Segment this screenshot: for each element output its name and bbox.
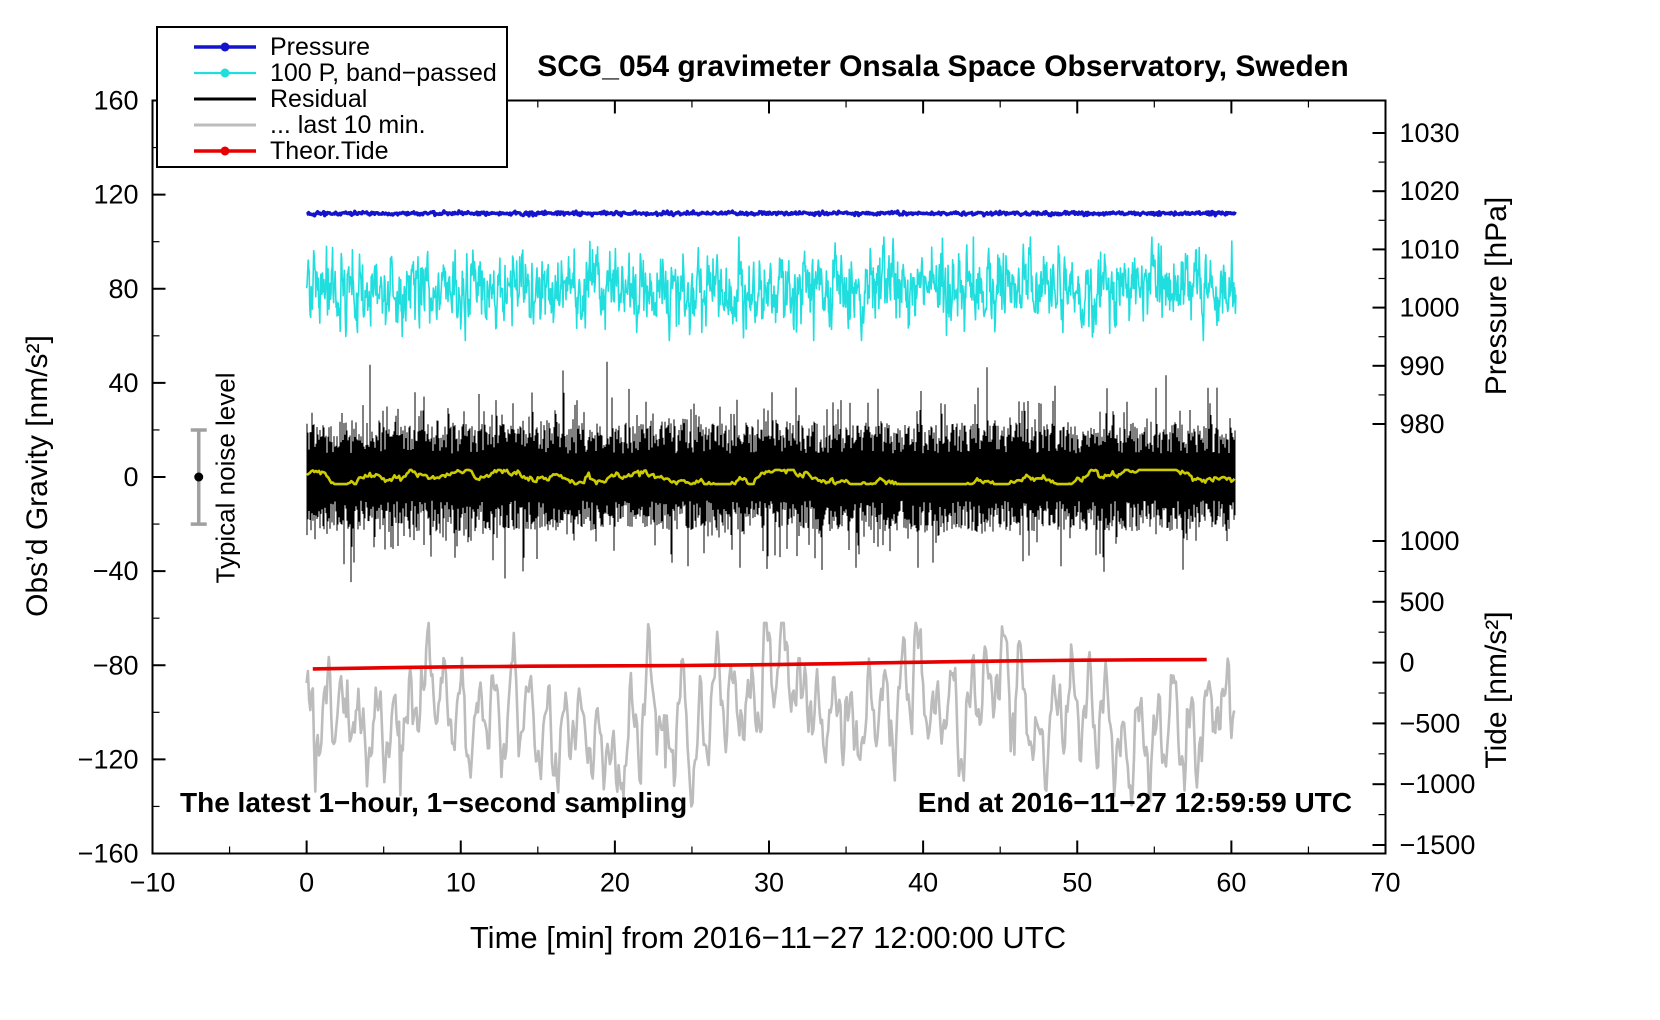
tick-label: −10 [130,868,176,898]
series-theor-tide [312,657,1207,671]
tick-label: 1000 [1400,293,1460,323]
legend-item-label: ... last 10 min. [270,110,426,139]
legend-item: 100 P, band−passed [194,58,506,87]
tick-label: 0 [1400,648,1415,678]
chart-title: SCG_054 gravimeter Onsala Space Observat… [537,50,1349,83]
tick-label: 50 [1062,868,1092,898]
tick-label: 70 [1370,868,1400,898]
tick-label: 160 [93,86,138,116]
data-traces [305,209,1237,808]
y-axis-label-gravity: Obs’d Gravity [nm/s²] [21,335,54,617]
tick-label: 120 [93,180,138,210]
y-axis-label-tide: Tide [nm/s²] [1480,611,1513,769]
legend-symbol [194,42,256,52]
tick-label: 60 [1216,868,1246,898]
tick-label: 1010 [1400,234,1460,264]
tick-label: 20 [600,868,630,898]
sampling-note: The latest 1−hour, 1−second sampling [180,787,688,818]
series-pressure [305,209,1237,218]
tick-label: 1020 [1400,176,1460,206]
tick-label: 40 [908,868,938,898]
tick-label: 80 [108,274,138,304]
tick-label: −80 [93,650,139,680]
legend-item: ... last 10 min. [194,110,506,139]
tick-label: 0 [299,868,314,898]
tick-label: −160 [78,839,139,869]
legend: Pressure 100 P, band−passed Residual... la… [156,26,508,168]
legend-item-label: Pressure [270,32,371,61]
legend-item: Pressure [194,32,506,61]
tick-label: 1000 [1400,526,1460,556]
series-bandpassed-pressure [305,236,1237,342]
y-axis-label-pressure: Pressure [hPa] [1480,196,1513,396]
legend-item-label: Residual [270,84,368,113]
legend-symbol [194,68,256,78]
tick-label: 980 [1400,409,1445,439]
legend-item: Theor.Tide [194,136,506,165]
series-residual-smoothed [306,468,1236,486]
tick-label: 40 [108,368,138,398]
tick-label: 30 [754,868,784,898]
noise-level-label: Typical noise level [210,372,241,584]
tick-label: 0 [123,462,138,492]
series-last-10-min [305,621,1236,808]
legend-item-label: 100 P, band−passed [270,58,497,87]
tick-label: 10 [446,868,476,898]
tick-label: 1030 [1400,118,1460,148]
tick-label: −40 [93,556,139,586]
legend-item-label: Theor.Tide [270,136,389,165]
tick-label: −1500 [1400,830,1476,860]
x-axis-label: Time [min] from 2016−11−27 12:00:00 UTC [469,920,1067,955]
legend-symbol [194,123,256,127]
tick-label: −120 [78,744,139,774]
tick-label: 990 [1400,351,1445,381]
tick-label: 500 [1400,587,1445,617]
noise-level-dot [194,472,204,482]
legend-item: Residual [194,84,506,113]
end-time-note: End at 2016−11−27 12:59:59 UTC [917,787,1352,818]
legend-symbol [194,146,256,156]
legend-symbol [194,97,256,101]
tick-label: −500 [1400,708,1461,738]
tick-label: −1000 [1400,769,1476,799]
